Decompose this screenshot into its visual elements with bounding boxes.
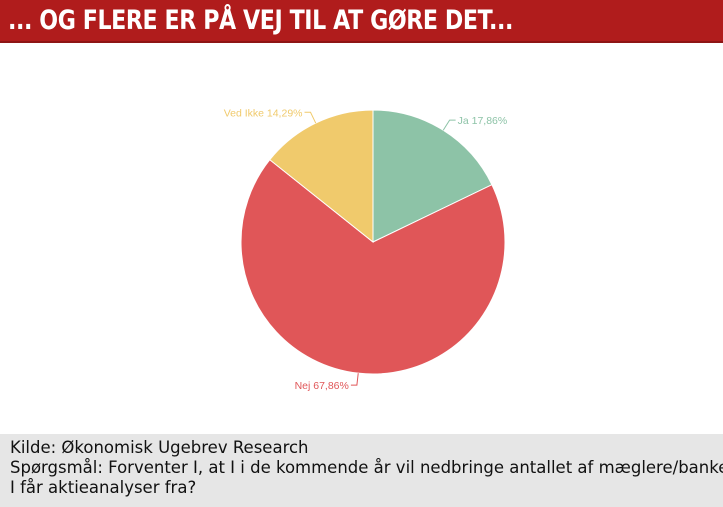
pie-slice-label-1: Ja 17,86%: [458, 115, 508, 127]
pie-slice-label-2: Nej 67,86%: [295, 380, 349, 392]
pie-leader-line-2: [350, 373, 359, 386]
pie-slice-2: [240, 159, 506, 375]
pie-leader-line-3: [304, 111, 317, 124]
question-text-line-1: Spørgsmål: Forventer I, at I i de kommen…: [10, 458, 723, 477]
pie-slice-3: [269, 109, 374, 244]
header-bar: ... OG FLERE ER PÅ VEJ TIL AT GØRE DET..…: [0, 0, 723, 43]
pie-chart: Ja 17,86% Nej 67,86% Ved Ikke 14,29%: [0, 45, 723, 433]
pie-slice-label-3: Ved Ikke 14,29%: [224, 107, 303, 119]
footer-info: Kilde: Økonomisk Ugebrev Research Spørgs…: [0, 434, 723, 507]
page-title: ... OG FLERE ER PÅ VEJ TIL AT GØRE DET..…: [8, 5, 513, 36]
question-text-line-2: I får aktieanalyser fra?: [10, 478, 197, 497]
source-text: Kilde: Økonomisk Ugebrev Research: [10, 438, 309, 457]
pie-leader-line-1: [442, 119, 456, 131]
pie-chart-svg: Ja 17,86% Nej 67,86% Ved Ikke 14,29%: [224, 107, 508, 392]
